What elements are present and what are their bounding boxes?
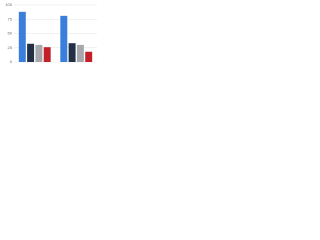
y-tick-label: 75 xyxy=(8,16,13,21)
y-tick-label: 25 xyxy=(8,45,13,50)
chart: 0 25 50 75 100 xyxy=(5,2,97,64)
bar xyxy=(68,43,76,62)
y-tick-label: 0 xyxy=(10,59,13,64)
page: {"chart_data": {"type": "bar", "categori… xyxy=(0,0,320,71)
bar xyxy=(35,44,43,62)
bar xyxy=(27,43,35,62)
bar xyxy=(43,47,51,62)
y-tick-label: 100 xyxy=(5,2,12,7)
bar xyxy=(18,11,26,62)
y-tick-label: 50 xyxy=(8,31,13,36)
bar xyxy=(60,15,68,62)
bar xyxy=(76,44,84,62)
bar xyxy=(85,51,93,62)
